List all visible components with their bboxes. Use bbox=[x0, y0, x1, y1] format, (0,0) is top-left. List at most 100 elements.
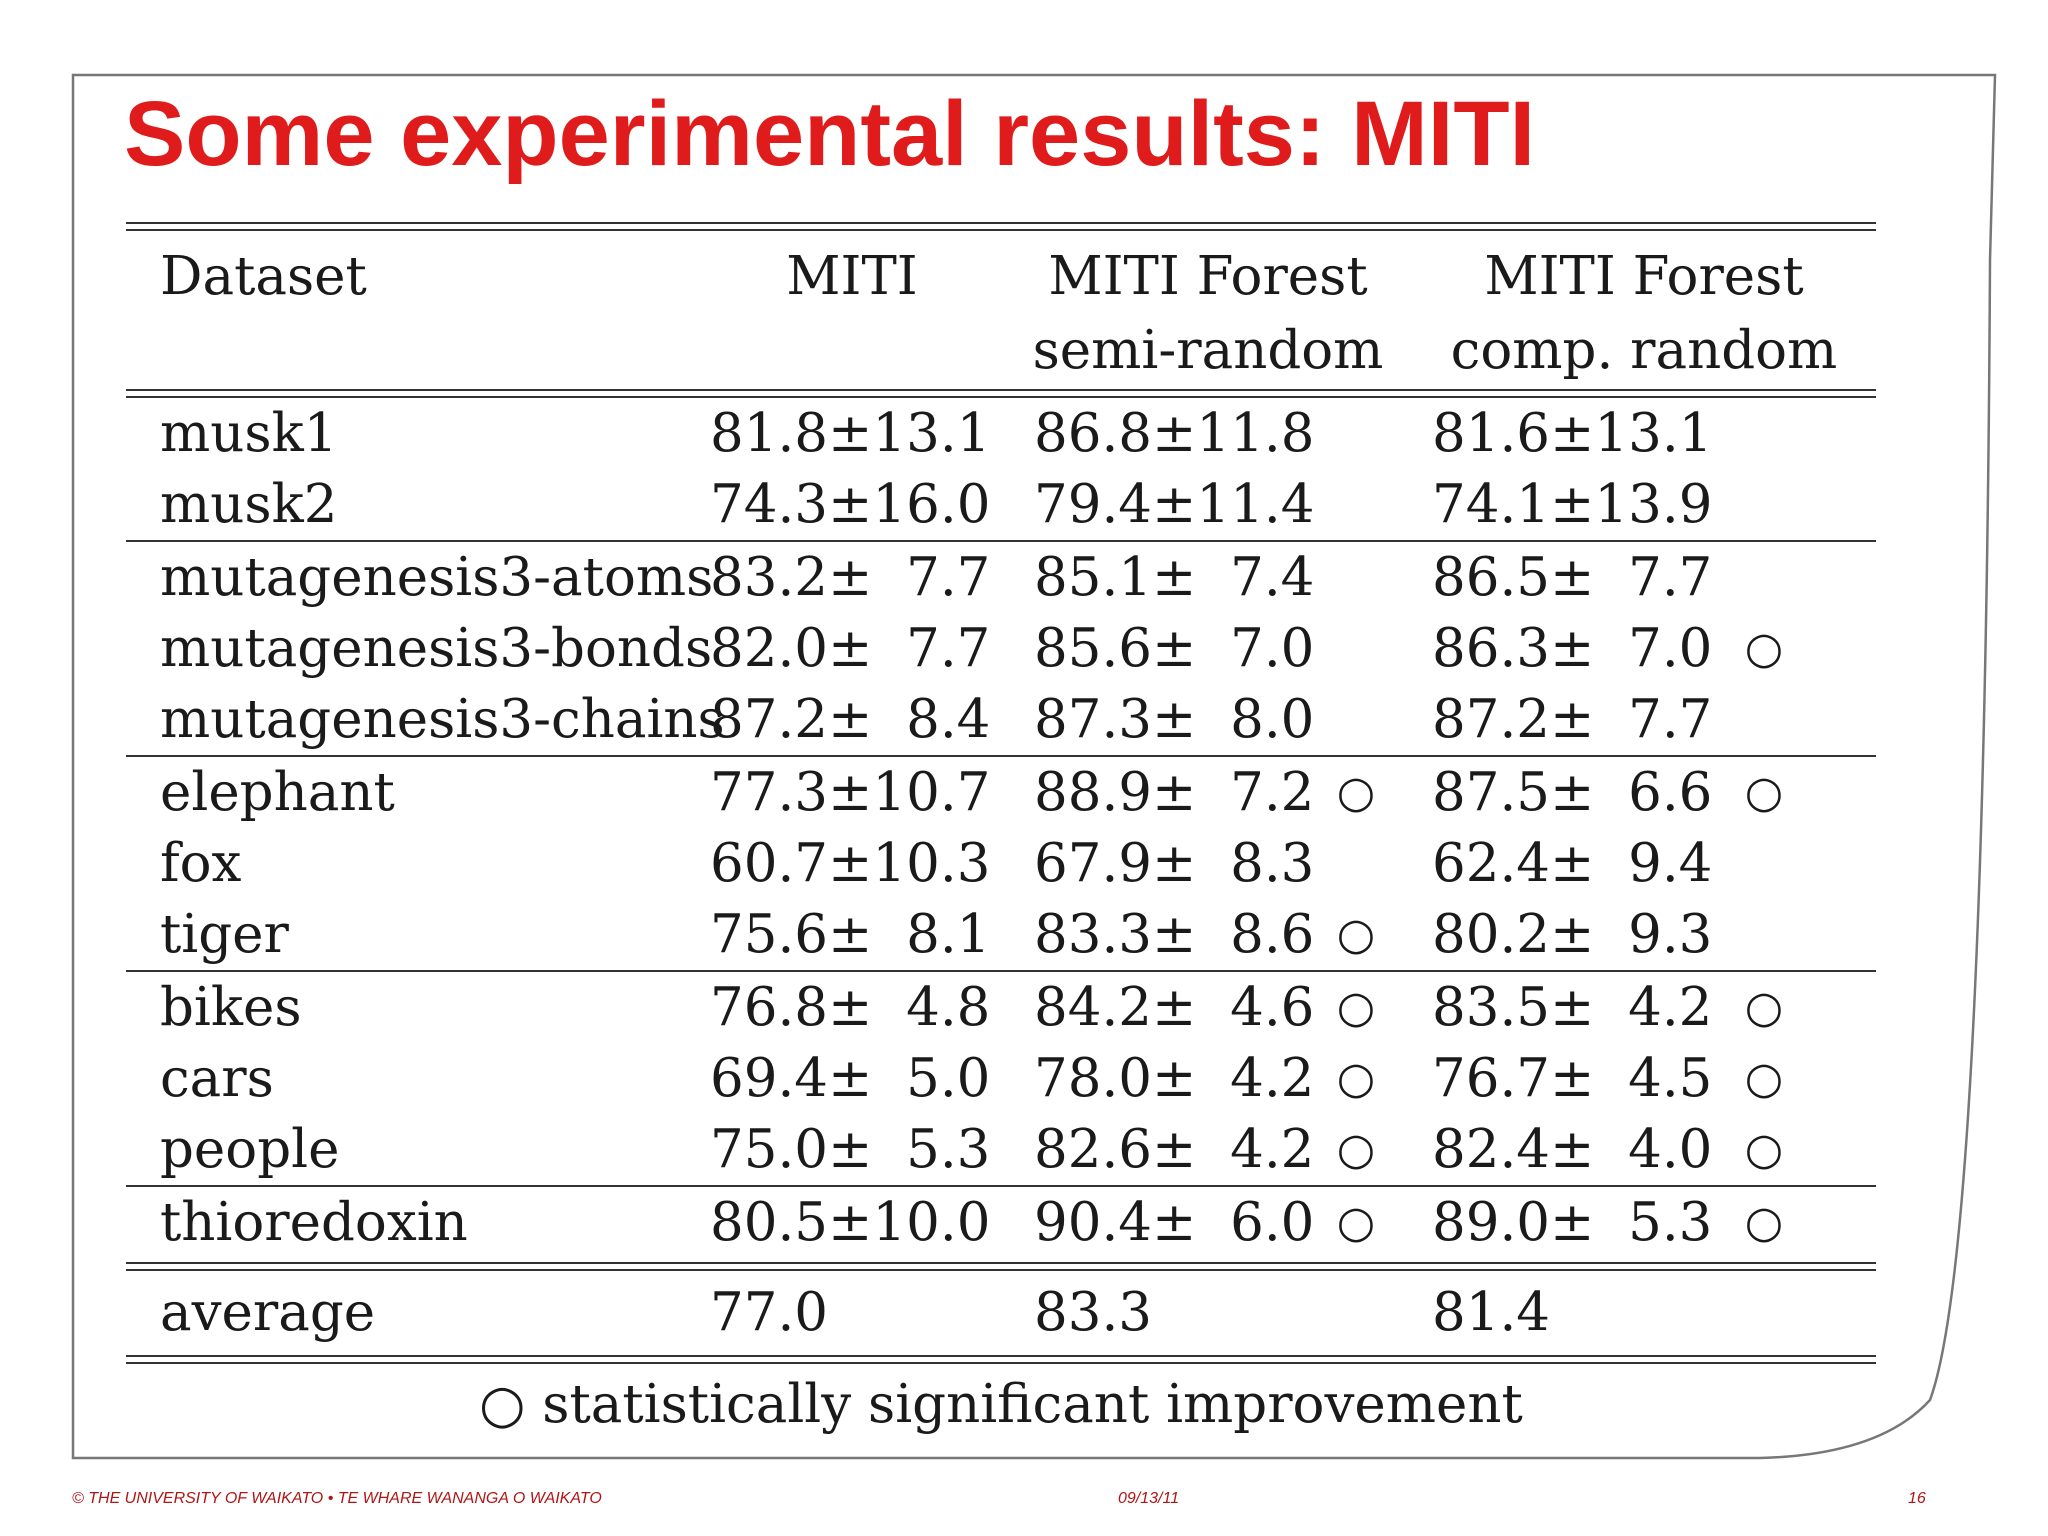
significance-marker: ○ bbox=[1744, 767, 1784, 818]
average-comp: 81.4 bbox=[1432, 1281, 1551, 1343]
table-row: mutagenesis3-bonds 82.0± 7.7 85.6± 7.0 86.3… bbox=[126, 613, 1876, 684]
footer-page-number: 16 bbox=[1908, 1490, 1926, 1507]
header-row-2: semi-random comp. random bbox=[126, 315, 1876, 385]
table-row: fox 60.7±10.3 67.9± 8.3 62.4± 9.4 bbox=[126, 828, 1876, 899]
significance-marker: ○ bbox=[1744, 1124, 1784, 1175]
table-row: elephant 77.3±10.7 88.9± 7.2 ○ 87.5± 6.6 ○ bbox=[126, 757, 1876, 828]
average-label: average bbox=[160, 1281, 376, 1343]
miti-value: 81.8±13.1 bbox=[710, 403, 991, 464]
table-row: mutagenesis3-atoms 83.2± 7.7 85.1± 7.4 86.5… bbox=[126, 542, 1876, 613]
comp-random-value: 81.6±13.1 bbox=[1432, 403, 1713, 464]
comp-random-value: 86.5± 7.7 bbox=[1432, 547, 1713, 608]
significance-marker: ○ bbox=[1744, 1053, 1784, 1104]
semi-random-value: 78.0± 4.2 bbox=[1034, 1048, 1315, 1109]
miti-value: 75.6± 8.1 bbox=[710, 904, 991, 965]
dataset-name: musk1 bbox=[160, 403, 338, 464]
table-row: thioredoxin 80.5±10.0 90.4± 6.0 ○ 89.0± 5.3 ○ bbox=[126, 1187, 1876, 1258]
comp-random-value: 74.1±13.9 bbox=[1432, 474, 1713, 535]
table-row: cars 69.4± 5.0 78.0± 4.2 ○ 76.7± 4.5 ○ bbox=[126, 1043, 1876, 1114]
miti-value: 80.5±10.0 bbox=[710, 1192, 991, 1253]
header-semi-line1: MITI Forest bbox=[1048, 245, 1368, 307]
significance-marker: ○ bbox=[1336, 1124, 1376, 1175]
footer-institution: © THE UNIVERSITY OF WAIKATO • TE WHARE W… bbox=[72, 1490, 602, 1507]
semi-random-value: 82.6± 4.2 bbox=[1034, 1119, 1315, 1180]
header-row: Dataset MITI MITI Forest MITI Forest bbox=[126, 237, 1876, 315]
table-row: musk2 74.3±16.0 79.4±11.4 74.1±13.9 bbox=[126, 469, 1876, 540]
table-body: musk1 81.8±13.1 86.8±11.8 81.6±13.1 musk2 74.… bbox=[126, 398, 1876, 1258]
comp-random-value: 82.4± 4.0 bbox=[1432, 1119, 1713, 1180]
significance-marker: ○ bbox=[1744, 623, 1784, 674]
average-semi: 83.3 bbox=[1034, 1281, 1153, 1343]
table-row: people 75.0± 5.3 82.6± 4.2 ○ 82.4± 4.0 ○ bbox=[126, 1114, 1876, 1185]
average-miti: 77.0 bbox=[710, 1281, 829, 1343]
header-miti: MITI bbox=[786, 245, 918, 307]
significance-marker: ○ bbox=[1336, 982, 1376, 1033]
semi-random-value: 85.1± 7.4 bbox=[1034, 547, 1315, 608]
comp-random-value: 87.2± 7.7 bbox=[1432, 689, 1713, 750]
group-divider bbox=[126, 1185, 1876, 1187]
table-row: bikes 76.8± 4.8 84.2± 4.6 ○ 83.5± 4.2 ○ bbox=[126, 972, 1876, 1043]
miti-value: 76.8± 4.8 bbox=[710, 977, 991, 1038]
group-divider bbox=[126, 540, 1876, 542]
comp-random-value: 83.5± 4.2 bbox=[1432, 977, 1713, 1038]
dataset-name: cars bbox=[160, 1048, 274, 1109]
semi-random-value: 88.9± 7.2 bbox=[1034, 762, 1315, 823]
dataset-name: musk2 bbox=[160, 474, 338, 535]
dataset-name: mutagenesis3-bonds bbox=[160, 618, 713, 679]
miti-value: 87.2± 8.4 bbox=[710, 689, 991, 750]
dataset-name: elephant bbox=[160, 762, 395, 823]
dataset-name: mutagenesis3-chains bbox=[160, 689, 725, 750]
slide-title: Some experimental results: MITI bbox=[124, 83, 1536, 185]
header-comp-line2: comp. random bbox=[1450, 319, 1838, 381]
miti-value: 77.3±10.7 bbox=[710, 762, 991, 823]
header-dataset: Dataset bbox=[160, 245, 367, 307]
dataset-name: tiger bbox=[160, 904, 289, 965]
header-semi-line2: semi-random bbox=[1032, 319, 1384, 381]
comp-random-value: 62.4± 9.4 bbox=[1432, 833, 1713, 894]
significance-marker: ○ bbox=[1336, 767, 1376, 818]
footnote: ○ statistically significant improvement bbox=[479, 1374, 1523, 1435]
dataset-name: bikes bbox=[160, 977, 302, 1038]
semi-random-value: 84.2± 4.6 bbox=[1034, 977, 1315, 1038]
comp-random-value: 76.7± 4.5 bbox=[1432, 1048, 1713, 1109]
footer-date: 09/13/11 bbox=[1118, 1490, 1180, 1507]
significance-marker: ○ bbox=[1336, 1053, 1376, 1104]
semi-random-value: 87.3± 8.0 bbox=[1034, 689, 1315, 750]
dataset-name: mutagenesis3-atoms bbox=[160, 547, 714, 608]
group-divider bbox=[126, 970, 1876, 972]
significance-marker: ○ bbox=[1336, 1197, 1376, 1248]
header-comp-line1: MITI Forest bbox=[1484, 245, 1804, 307]
comp-random-value: 86.3± 7.0 bbox=[1432, 618, 1713, 679]
average-row: average 77.0 83.3 81.4 bbox=[126, 1271, 1876, 1353]
comp-random-value: 87.5± 6.6 bbox=[1432, 762, 1713, 823]
miti-value: 60.7±10.3 bbox=[710, 833, 991, 894]
header-rule bbox=[126, 389, 1876, 398]
results-table: Dataset MITI MITI Forest MITI Forest sem… bbox=[126, 222, 1876, 1440]
table-row: tiger 75.6± 8.1 83.3± 8.6 ○ 80.2± 9.3 bbox=[126, 899, 1876, 970]
semi-random-value: 79.4±11.4 bbox=[1034, 474, 1315, 535]
bottom-rule bbox=[126, 1355, 1876, 1364]
significance-marker: ○ bbox=[1336, 909, 1376, 960]
top-rule bbox=[126, 222, 1876, 231]
comp-random-value: 89.0± 5.3 bbox=[1432, 1192, 1713, 1253]
average-rule bbox=[126, 1262, 1876, 1271]
miti-value: 69.4± 5.0 bbox=[710, 1048, 991, 1109]
dataset-name: fox bbox=[160, 833, 242, 894]
table-row: mutagenesis3-chains 87.2± 8.4 87.3± 8.0 87.… bbox=[126, 684, 1876, 755]
miti-value: 75.0± 5.3 bbox=[710, 1119, 991, 1180]
semi-random-value: 67.9± 8.3 bbox=[1034, 833, 1315, 894]
semi-random-value: 86.8±11.8 bbox=[1034, 403, 1315, 464]
miti-value: 82.0± 7.7 bbox=[710, 618, 991, 679]
semi-random-value: 90.4± 6.0 bbox=[1034, 1192, 1315, 1253]
group-divider bbox=[126, 755, 1876, 757]
miti-value: 83.2± 7.7 bbox=[710, 547, 991, 608]
comp-random-value: 80.2± 9.3 bbox=[1432, 904, 1713, 965]
miti-value: 74.3±16.0 bbox=[710, 474, 991, 535]
dataset-name: people bbox=[160, 1119, 340, 1180]
table-row: musk1 81.8±13.1 86.8±11.8 81.6±13.1 bbox=[126, 398, 1876, 469]
semi-random-value: 85.6± 7.0 bbox=[1034, 618, 1315, 679]
significance-marker: ○ bbox=[1744, 982, 1784, 1033]
significance-marker: ○ bbox=[1744, 1197, 1784, 1248]
dataset-name: thioredoxin bbox=[160, 1192, 468, 1253]
